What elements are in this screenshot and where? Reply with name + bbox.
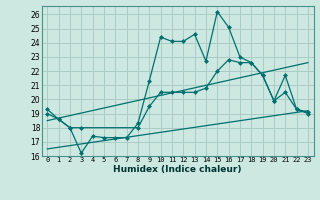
X-axis label: Humidex (Indice chaleur): Humidex (Indice chaleur) <box>113 165 242 174</box>
